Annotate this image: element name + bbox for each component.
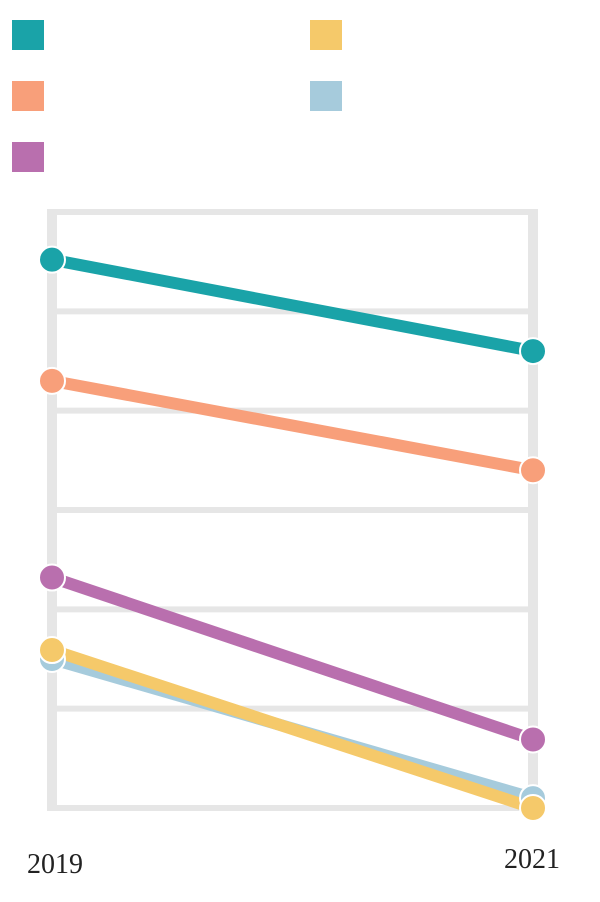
series-point — [38, 366, 66, 395]
legend-swatch — [310, 81, 342, 111]
series-line — [50, 571, 535, 746]
series-point — [519, 337, 547, 366]
legend-swatch — [12, 81, 44, 111]
series-point — [519, 725, 547, 754]
series-line — [50, 644, 535, 814]
legend-swatch — [310, 20, 342, 50]
series-point — [38, 563, 66, 592]
legend-swatch — [12, 142, 44, 172]
series-point — [38, 245, 66, 274]
series-point — [519, 794, 547, 822]
legend-swatch — [12, 20, 44, 50]
series-point — [519, 456, 547, 485]
series-line — [50, 374, 535, 477]
x-tick-label: 2021 — [504, 844, 560, 875]
series-point — [38, 636, 66, 665]
x-tick-label: 2019 — [27, 849, 83, 880]
series-line — [50, 253, 535, 357]
